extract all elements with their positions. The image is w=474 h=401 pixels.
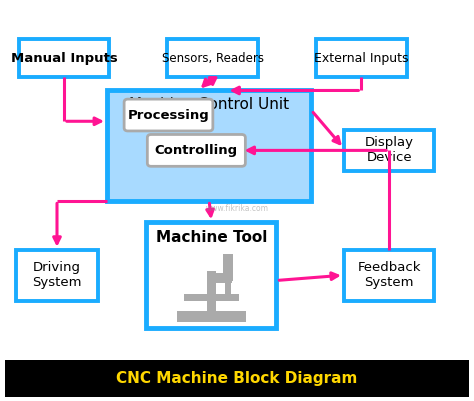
FancyBboxPatch shape xyxy=(183,294,239,301)
FancyBboxPatch shape xyxy=(177,310,246,322)
Text: Sensors, Readers: Sensors, Readers xyxy=(162,52,264,65)
Text: CNC Machine Block Diagram: CNC Machine Block Diagram xyxy=(116,371,358,386)
FancyBboxPatch shape xyxy=(344,130,434,171)
Text: Controlling: Controlling xyxy=(155,144,238,157)
FancyBboxPatch shape xyxy=(16,249,98,301)
FancyBboxPatch shape xyxy=(107,91,311,200)
FancyBboxPatch shape xyxy=(344,249,434,301)
Text: Display
Device: Display Device xyxy=(365,136,414,164)
FancyBboxPatch shape xyxy=(5,360,469,397)
Text: Machine Tool: Machine Tool xyxy=(156,229,267,245)
FancyBboxPatch shape xyxy=(18,39,109,77)
Text: Processing: Processing xyxy=(128,109,210,122)
FancyBboxPatch shape xyxy=(207,273,232,283)
FancyBboxPatch shape xyxy=(223,253,233,281)
FancyBboxPatch shape xyxy=(147,134,246,166)
FancyBboxPatch shape xyxy=(226,281,231,297)
Text: Feedback
System: Feedback System xyxy=(357,261,421,289)
FancyBboxPatch shape xyxy=(167,39,258,77)
Text: Machine Control Unit: Machine Control Unit xyxy=(129,97,289,112)
FancyBboxPatch shape xyxy=(146,222,276,328)
Text: Manual Inputs: Manual Inputs xyxy=(10,52,118,65)
FancyBboxPatch shape xyxy=(316,39,407,77)
Text: External Inputs: External Inputs xyxy=(314,52,409,65)
Text: www.fikrika.com: www.fikrika.com xyxy=(206,204,268,213)
FancyBboxPatch shape xyxy=(207,271,216,310)
FancyBboxPatch shape xyxy=(124,99,213,131)
Text: Driving
System: Driving System xyxy=(32,261,82,289)
